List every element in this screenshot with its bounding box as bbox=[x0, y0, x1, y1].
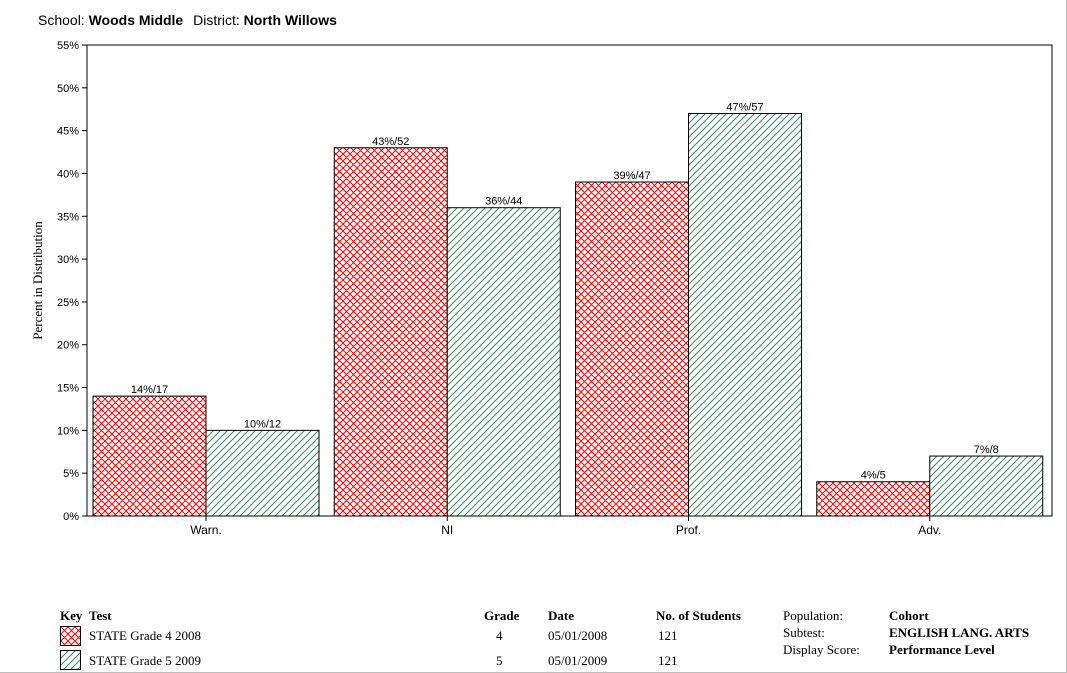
bar-value-label: 4%/5 bbox=[861, 470, 886, 482]
legend-row-date: 05/01/2008 bbox=[548, 628, 608, 643]
bar bbox=[333, 147, 448, 517]
y-tick-label: 20% bbox=[57, 340, 79, 352]
y-tick-label: 45% bbox=[57, 126, 79, 138]
x-tick-label: Adv. bbox=[918, 523, 941, 537]
display-score-label: Display Score: bbox=[783, 642, 860, 657]
legend-row-students: 121 bbox=[658, 628, 678, 643]
legend-row-test: STATE Grade 5 2009 bbox=[89, 653, 201, 668]
y-tick-label: 5% bbox=[63, 468, 79, 480]
y-tick-label: 25% bbox=[57, 297, 79, 309]
bar bbox=[575, 181, 689, 517]
bar-value-label: 14%/17 bbox=[131, 384, 168, 396]
y-axis-title: Percent in Distribution bbox=[30, 221, 45, 340]
bar-value-label: 7%/8 bbox=[974, 444, 999, 456]
y-tick-label: 55% bbox=[57, 40, 79, 52]
bar bbox=[688, 113, 802, 517]
legend-swatch-grade5 bbox=[60, 650, 81, 670]
bar-value-label: 43%/52 bbox=[372, 136, 409, 148]
bar bbox=[929, 455, 1044, 517]
y-tick-label: 0% bbox=[63, 511, 79, 523]
subtest-value: ENGLISH LANG. ARTS bbox=[889, 625, 1030, 640]
plot-area-frame bbox=[86, 44, 1053, 517]
display-score-value: Performance Level bbox=[889, 642, 995, 657]
bar-chart: 0% 5% 10% 15% 20% 25% 30% 35% 40% 45% 50% 55% Percen… bbox=[30, 40, 1053, 537]
legend-grade-header: Grade bbox=[484, 608, 520, 623]
y-tick-label: 15% bbox=[57, 383, 79, 395]
bar-value-label: 36%/44 bbox=[485, 196, 522, 208]
legend-row-grade: 5 bbox=[496, 653, 503, 668]
x-tick-label: Warn. bbox=[190, 523, 222, 537]
population-value: Cohort bbox=[889, 608, 929, 623]
y-tick-label: 10% bbox=[57, 425, 79, 437]
legend-row-test: STATE Grade 4 2008 bbox=[89, 628, 201, 643]
bar-value-label: 47%/57 bbox=[726, 102, 763, 114]
legend-students-header: No. of Students bbox=[656, 608, 741, 623]
legend-key-header: Key bbox=[60, 608, 83, 623]
district-label: District: bbox=[193, 12, 240, 28]
legend-row-date: 05/01/2009 bbox=[548, 653, 608, 668]
x-tick-label: Prof. bbox=[676, 523, 701, 537]
y-tick-label: 30% bbox=[57, 254, 79, 266]
school-label: School: bbox=[38, 12, 85, 28]
subtest-label: Subtest: bbox=[783, 625, 825, 640]
x-tick-label: NI bbox=[441, 523, 453, 537]
bar bbox=[816, 481, 931, 517]
bar bbox=[446, 207, 561, 517]
bar bbox=[205, 429, 320, 517]
y-tick-label: 50% bbox=[57, 83, 79, 95]
legend-swatch-grade4 bbox=[60, 626, 81, 646]
legend-row-students: 121 bbox=[658, 653, 678, 668]
school-value: Woods Middle bbox=[88, 12, 184, 28]
y-tick-label: 35% bbox=[57, 211, 79, 223]
bar-value-label: 39%/47 bbox=[613, 170, 650, 182]
report-header: School: Woods Middle District: North Wil… bbox=[38, 12, 343, 28]
bar-value-label: 10%/12 bbox=[244, 418, 281, 430]
district-value: North Willows bbox=[243, 12, 337, 28]
y-tick-label: 40% bbox=[57, 168, 79, 180]
population-label: Population: bbox=[783, 608, 843, 623]
bar bbox=[92, 395, 207, 517]
legend-date-header: Date bbox=[548, 608, 574, 623]
legend-row-grade: 4 bbox=[496, 628, 503, 643]
legend-test-header: Test bbox=[89, 608, 112, 623]
